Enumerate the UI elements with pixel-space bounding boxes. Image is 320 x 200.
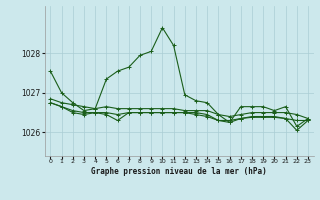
- X-axis label: Graphe pression niveau de la mer (hPa): Graphe pression niveau de la mer (hPa): [91, 167, 267, 176]
